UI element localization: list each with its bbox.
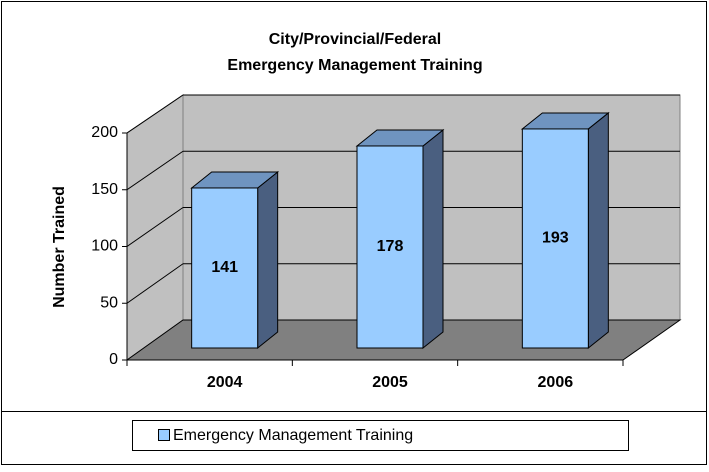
legend-box [132,420,629,451]
bar-side [587,111,609,350]
chart-title: City/Provincial/Federal [269,31,442,48]
data-label: 193 [542,230,569,247]
grid-line [126,94,184,134]
y-axis-label: Number Trained [51,186,68,308]
bar [356,145,424,349]
y-tick-label: 200 [91,124,118,141]
y-tick-label: 50 [100,294,118,311]
data-label: 178 [377,238,404,255]
legend-swatch [158,429,170,441]
legend-label: Emergency Management Training [173,427,413,444]
y-tick-label: 0 [109,351,118,368]
chart-title: Emergency Management Training [227,57,482,74]
x-tick-label: 2005 [372,374,408,391]
data-label: 141 [211,259,238,276]
bar [521,128,589,349]
grid-line [126,150,184,191]
y-tick-label: 150 [91,181,118,198]
grid-line [126,207,184,247]
bar [191,187,259,349]
bar-side [422,128,444,350]
grid-line [126,263,184,304]
x-tick-label: 2006 [538,374,574,391]
bar-side [257,170,279,350]
y-tick-label: 100 [91,238,118,255]
x-tick-label: 2004 [207,374,243,391]
